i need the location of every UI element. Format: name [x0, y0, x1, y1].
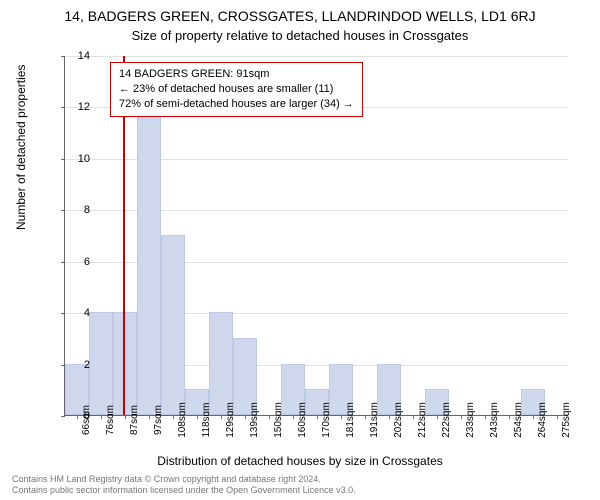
ytick-mark [61, 159, 65, 160]
ytick-mark [61, 313, 65, 314]
infobox-line2: ← 23% of detached houses are smaller (11… [119, 82, 354, 97]
xtick-label: 275sqm [561, 402, 572, 438]
ytick-mark [61, 107, 65, 108]
histogram-bar [209, 312, 233, 415]
xtick-mark [533, 415, 534, 419]
histogram-bar [89, 312, 113, 415]
xtick-mark [293, 415, 294, 419]
xtick-label: 181sqm [345, 402, 356, 438]
xtick-mark [269, 415, 270, 419]
histogram-bar [113, 312, 137, 415]
xtick-label: 243sqm [489, 402, 500, 438]
ytick-mark [61, 416, 65, 417]
ytick-label: 4 [84, 307, 90, 319]
ytick-label: 2 [84, 359, 90, 371]
footnote-line2: Contains public sector information licen… [12, 485, 588, 496]
xtick-mark [197, 415, 198, 419]
xtick-mark [149, 415, 150, 419]
ytick-label: 10 [78, 153, 90, 165]
xtick-label: 139sqm [249, 402, 260, 438]
xtick-mark [101, 415, 102, 419]
xtick-label: 233sqm [465, 402, 476, 438]
x-axis-label: Distribution of detached houses by size … [0, 454, 600, 468]
histogram-bar [137, 81, 161, 415]
xtick-mark [245, 415, 246, 419]
xtick-label: 264sqm [537, 402, 548, 438]
xtick-mark [389, 415, 390, 419]
histogram-bar [161, 235, 185, 415]
xtick-mark [77, 415, 78, 419]
y-axis-label: Number of detached properties [14, 65, 28, 230]
ytick-label: 14 [78, 50, 90, 62]
xtick-mark [413, 415, 414, 419]
ytick-label: 12 [78, 101, 90, 113]
ytick-mark [61, 56, 65, 57]
xtick-mark [365, 415, 366, 419]
gridline [65, 56, 568, 57]
property-info-box: 14 BADGERS GREEN: 91sqm ← 23% of detache… [110, 62, 363, 117]
xtick-label: 222sqm [441, 402, 452, 438]
page-title-line1: 14, BADGERS GREEN, CROSSGATES, LLANDRIND… [0, 0, 600, 24]
page-title-line2: Size of property relative to detached ho… [0, 24, 600, 43]
xtick-mark [173, 415, 174, 419]
xtick-mark [437, 415, 438, 419]
xtick-mark [461, 415, 462, 419]
infobox-line1: 14 BADGERS GREEN: 91sqm [119, 67, 354, 82]
xtick-mark [317, 415, 318, 419]
xtick-mark [341, 415, 342, 419]
xtick-mark [221, 415, 222, 419]
xtick-mark [485, 415, 486, 419]
xtick-label: 202sqm [393, 402, 404, 438]
ytick-label: 6 [84, 256, 90, 268]
ytick-mark [61, 262, 65, 263]
ytick-mark [61, 210, 65, 211]
ytick-label: 8 [84, 204, 90, 216]
footnote: Contains HM Land Registry data © Crown c… [12, 474, 588, 497]
xtick-mark [557, 415, 558, 419]
infobox-line3: 72% of semi-detached houses are larger (… [119, 97, 354, 112]
ytick-label: 0 [84, 410, 90, 422]
xtick-mark [509, 415, 510, 419]
xtick-mark [125, 415, 126, 419]
footnote-line1: Contains HM Land Registry data © Crown c… [12, 474, 588, 485]
